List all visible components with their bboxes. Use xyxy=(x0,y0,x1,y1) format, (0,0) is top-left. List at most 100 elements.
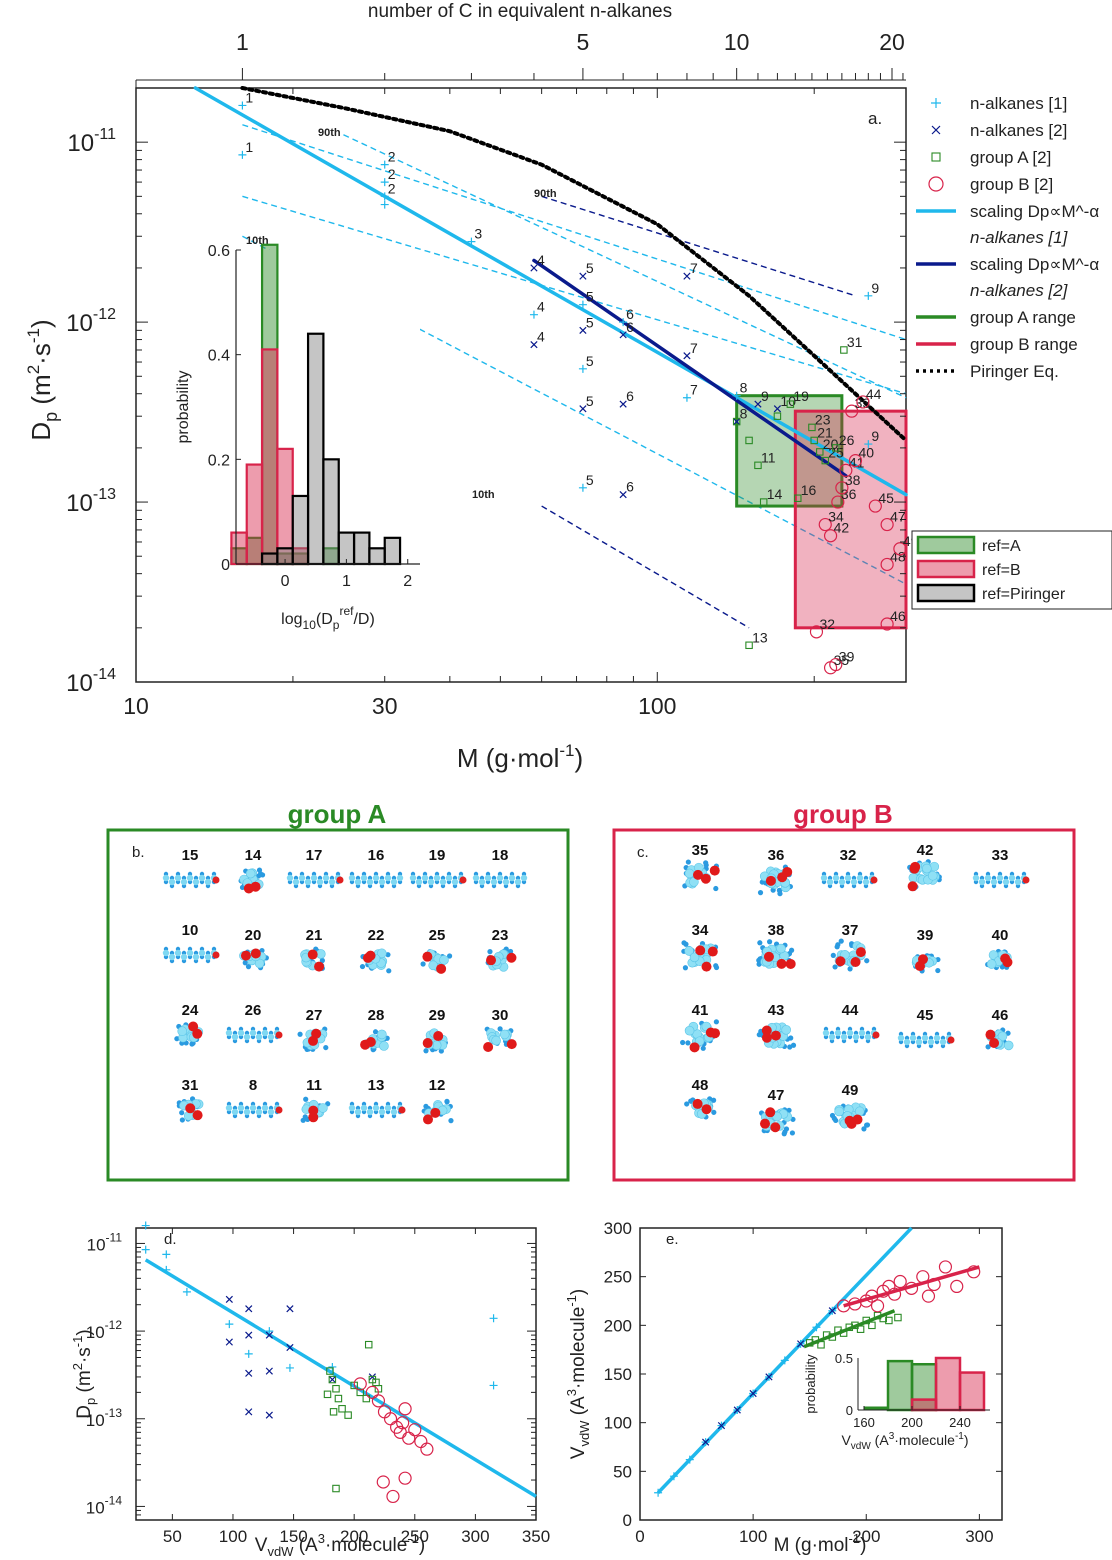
data-point-label: 9 xyxy=(871,428,879,444)
oxygen-atom xyxy=(212,951,220,959)
data-point xyxy=(682,393,691,402)
inset-e-bar xyxy=(934,1356,962,1412)
data-point xyxy=(332,1484,340,1493)
hydrogen-atom xyxy=(682,965,689,971)
data-point xyxy=(398,1402,412,1416)
hydrogen-atom xyxy=(757,890,764,896)
inset-e-y-tick-label: 0 xyxy=(846,1403,853,1418)
data-point-label: 13 xyxy=(752,629,768,645)
panel-e-x-label: M (g·mol-1) xyxy=(774,1531,867,1556)
carbon-atom xyxy=(168,953,176,961)
carbon-atom xyxy=(850,878,858,886)
percentile-band-line xyxy=(242,124,907,341)
data-point xyxy=(182,1287,191,1296)
data-point-label: 38 xyxy=(845,472,861,488)
carbon-atom xyxy=(310,874,318,882)
hydrogen-atom xyxy=(789,1130,796,1136)
hydrogen-atom xyxy=(259,947,265,954)
oxygen-atom xyxy=(250,881,261,892)
carbon-atom xyxy=(972,874,980,882)
data-point xyxy=(414,1434,428,1449)
carbon-atom xyxy=(304,878,312,886)
data-point xyxy=(669,1472,678,1481)
carbon-atom xyxy=(997,1031,1008,1042)
oxygen-atom xyxy=(770,1122,781,1133)
data-point-label: 5 xyxy=(586,314,594,330)
molecule-structure xyxy=(681,940,720,972)
x-tick-label: 30 xyxy=(372,693,398,719)
data-point xyxy=(794,494,802,502)
top-axis-label: number of C in equivalent n-alkanes xyxy=(368,1,672,22)
hydrogen-atom xyxy=(385,952,391,958)
data-point xyxy=(862,1316,870,1325)
carbon-atom xyxy=(854,1106,865,1117)
molecule-structure xyxy=(421,1098,454,1125)
oxygen-atom xyxy=(486,955,497,966)
oxygen-atom xyxy=(761,1032,772,1043)
data-point-label: 6 xyxy=(626,388,634,404)
molecule-label: 29 xyxy=(429,1007,446,1024)
data-point xyxy=(225,1338,233,1346)
data-point-label: 1 xyxy=(245,89,253,105)
carbon-atom xyxy=(261,1029,269,1037)
oxygen-atom xyxy=(852,1114,863,1125)
x-tick-label: 300 xyxy=(965,1527,993,1546)
data-point-label: 6 xyxy=(626,319,634,335)
y-tick-label: 100 xyxy=(604,1414,632,1433)
carbon-atom xyxy=(261,1104,269,1112)
legend-label: group B range xyxy=(970,335,1078,354)
carbon-atom xyxy=(360,874,368,882)
data-point xyxy=(328,1375,337,1384)
x-tick-label: 10 xyxy=(123,693,149,719)
carbon-atom xyxy=(231,1033,239,1041)
x-tick-label: 100 xyxy=(219,1527,247,1546)
data-point xyxy=(851,1321,859,1330)
oxygen-atom xyxy=(700,873,711,884)
carbon-atom xyxy=(915,1038,923,1046)
data-point-label: 6 xyxy=(626,479,634,495)
carbon-atom xyxy=(927,870,938,881)
group-a-box xyxy=(106,828,570,1182)
carbon-atom xyxy=(828,1033,836,1041)
molecule-structure xyxy=(756,1022,797,1050)
data-point xyxy=(822,1331,831,1339)
data-point xyxy=(868,499,882,513)
hydrogen-atom xyxy=(864,958,870,964)
data-point xyxy=(467,237,476,246)
data-point xyxy=(839,463,853,477)
carbon-atom xyxy=(384,1104,392,1112)
molecule-structure xyxy=(472,871,528,889)
molecule-structure xyxy=(176,1096,204,1123)
carbon-atom xyxy=(834,1029,842,1037)
carbon-atom xyxy=(192,953,200,961)
molecule-structure xyxy=(286,871,344,889)
carbon-atom xyxy=(180,953,188,961)
hydrogen-atom xyxy=(386,968,392,974)
inset-y-tick-label: 0.6 xyxy=(208,243,230,260)
inset-x-label-sub: 10 xyxy=(303,618,317,632)
data-point xyxy=(950,1279,964,1294)
molecule-label: 43 xyxy=(768,1002,785,1019)
y-tick-label: 10-12 xyxy=(86,1318,123,1342)
y-tick-label: 10-13 xyxy=(86,1406,123,1430)
molecule-structure xyxy=(985,1027,1014,1051)
inset-e-x-label-close: ) xyxy=(964,1432,969,1448)
carbon-atom xyxy=(897,1034,905,1042)
data-point-label: 19 xyxy=(793,388,809,404)
data-point-label: 9 xyxy=(761,388,769,404)
data-point xyxy=(823,529,838,543)
legend-label: n-alkanes [2] xyxy=(970,121,1067,140)
percentile-band-line xyxy=(541,195,856,297)
inset-x-label-main: (D xyxy=(316,611,333,628)
data-point xyxy=(927,1277,941,1292)
data-point xyxy=(916,1270,930,1284)
data-point-label: 8 xyxy=(740,406,748,422)
carbon-atom xyxy=(514,878,522,886)
carbon-atom xyxy=(174,874,182,882)
legend-marker xyxy=(931,152,941,162)
inset-y-tick-label: 0 xyxy=(221,557,230,574)
carbon-atom xyxy=(348,1104,356,1112)
molecule-structure xyxy=(985,948,1013,971)
hydrogen-atom xyxy=(861,1126,867,1132)
oxygen-atom xyxy=(185,1103,196,1114)
